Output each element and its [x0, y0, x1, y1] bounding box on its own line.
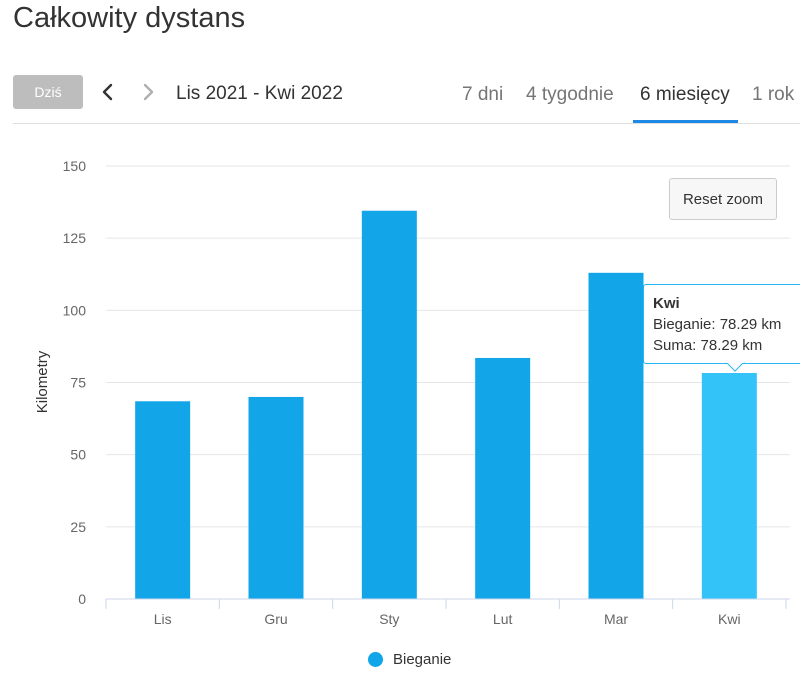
bar-gru[interactable] [248, 396, 304, 599]
y-tick-label: 75 [70, 375, 86, 391]
tab-7-days[interactable]: 7 dni [462, 84, 504, 105]
chevron-right-icon[interactable] [137, 80, 159, 104]
x-tick-label: Sty [379, 611, 399, 627]
y-tick-label: 25 [70, 519, 86, 535]
tooltip-pointer [725, 362, 745, 372]
today-button[interactable]: Dziś [13, 75, 83, 109]
chevron-left-icon[interactable] [97, 80, 119, 104]
tooltip-series-value: Bieganie: 78.29 km [653, 316, 782, 333]
y-tick-label: 150 [63, 158, 87, 174]
legend-marker [368, 652, 383, 667]
bar-mar[interactable] [588, 272, 644, 599]
y-tick-label: 0 [78, 591, 86, 607]
y-tick-label: 50 [70, 447, 86, 463]
x-tick-label: Mar [604, 611, 628, 627]
bar-kwi[interactable] [701, 373, 757, 599]
x-tick-label: Lut [493, 611, 513, 627]
bar-sty[interactable] [361, 210, 417, 599]
bar-chart: 0 25 50 75 100 125 150 Lis Gru Sty Lut Mar Kwi Kilom… [34, 158, 790, 627]
bar-lut[interactable] [475, 357, 531, 599]
bar-lis[interactable] [135, 401, 191, 599]
legend-label: Bieganie [393, 651, 452, 668]
reset-zoom-button[interactable]: Reset zoom [669, 178, 777, 220]
tab-1-year[interactable]: 1 rok [752, 84, 795, 105]
chart-legend[interactable]: Bieganie [368, 651, 451, 668]
chart-tooltip: Kwi Bieganie: 78.29 km Suma: 78.29 km [643, 284, 800, 364]
tab-6-months[interactable]: 6 miesięcy [640, 84, 730, 105]
x-tick-label: Gru [264, 611, 287, 627]
x-tick-label: Lis [154, 611, 172, 627]
tooltip-total-value: Suma: 78.29 km [653, 337, 763, 354]
y-tick-label: 125 [63, 230, 87, 246]
tab-4-weeks[interactable]: 4 tygodnie [526, 84, 614, 105]
x-tick-label: Kwi [718, 611, 741, 627]
toolbar-divider [13, 123, 800, 124]
y-axis-label: Kilometry [34, 350, 51, 413]
toolbar: Dziś Lis 2021 - Kwi 2022 7 dni 4 tygodni… [0, 70, 800, 124]
date-range-label: Lis 2021 - Kwi 2022 [176, 83, 343, 104]
tooltip-title: Kwi [653, 295, 680, 312]
page-title: Całkowity dystans [13, 2, 246, 34]
y-tick-label: 100 [63, 302, 87, 318]
active-tab-indicator [633, 120, 738, 123]
